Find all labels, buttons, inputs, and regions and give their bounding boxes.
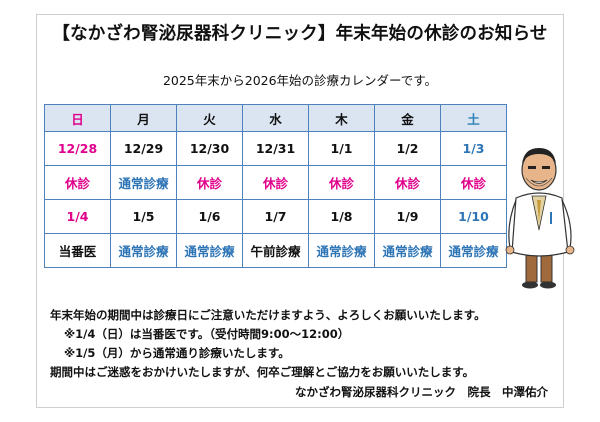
weekday-thu: 木 bbox=[308, 104, 375, 132]
notes-line-4: 期間中はご迷惑をおかけいたしますが、何卒ご理解とご協力をお願いいたします。 bbox=[50, 365, 475, 379]
weekday-fri: 金 bbox=[374, 104, 441, 132]
date-cell: 1/8 bbox=[308, 199, 375, 234]
notes-line-2: ※1/4（日）は当番医です。（受付時間9:00～12:00） bbox=[64, 327, 350, 341]
status-cell: 通常診療 bbox=[176, 233, 243, 268]
status-cell: 通常診療 bbox=[440, 233, 507, 268]
notes-line-3: ※1/5（月）から通常通り診療いたします。 bbox=[64, 346, 290, 360]
week1-date-row: 12/28 12/29 12/30 12/31 1/1 1/2 1/3 bbox=[44, 131, 507, 166]
date-cell: 1/3 bbox=[440, 131, 507, 166]
date-cell: 12/29 bbox=[110, 131, 177, 166]
weekday-sun: 日 bbox=[44, 104, 111, 132]
status-cell: 休診 bbox=[176, 165, 243, 200]
date-cell: 1/6 bbox=[176, 199, 243, 234]
date-cell: 1/4 bbox=[44, 199, 111, 234]
weekday-wed: 水 bbox=[242, 104, 309, 132]
date-cell: 1/9 bbox=[374, 199, 441, 234]
date-cell: 1/7 bbox=[242, 199, 309, 234]
weekday-tue: 火 bbox=[176, 104, 243, 132]
week2-date-row: 1/4 1/5 1/6 1/7 1/8 1/9 1/10 bbox=[44, 199, 507, 234]
status-cell: 通常診療 bbox=[110, 165, 177, 200]
week1-status-row: 休診 通常診療 休診 休診 休診 休診 休診 bbox=[44, 165, 507, 200]
status-cell: 通常診療 bbox=[374, 233, 441, 268]
notice-title: 【なかざわ腎泌尿器科クリニック】年末年始の休診のお知らせ bbox=[52, 24, 548, 44]
status-cell: 休診 bbox=[44, 165, 111, 200]
weekday-mon: 月 bbox=[110, 104, 177, 132]
status-cell: 通常診療 bbox=[110, 233, 177, 268]
date-cell: 12/31 bbox=[242, 131, 309, 166]
date-cell: 12/30 bbox=[176, 131, 243, 166]
weekday-sat: 土 bbox=[440, 104, 507, 132]
weekday-header-row: 日 月 火 水 木 金 土 bbox=[44, 104, 507, 132]
status-cell: 休診 bbox=[440, 165, 507, 200]
date-cell: 1/2 bbox=[374, 131, 441, 166]
notice-subtitle: 2025年末から2026年始の診療カレンダーです。 bbox=[162, 73, 438, 88]
status-cell: 通常診療 bbox=[308, 233, 375, 268]
week2-status-row: 当番医 通常診療 通常診療 午前診療 通常診療 通常診療 通常診療 bbox=[44, 233, 507, 268]
date-cell: 12/28 bbox=[44, 131, 111, 166]
status-cell: 休診 bbox=[308, 165, 375, 200]
holiday-calendar: 日 月 火 水 木 金 土 12/28 12/29 12/30 12/31 1/… bbox=[44, 104, 507, 268]
status-cell: 当番医 bbox=[44, 233, 111, 268]
notice-notes: 年末年始の期間中は診療日にご注意いただけますよう、よろしくお願いいたします。 ※… bbox=[50, 306, 486, 382]
status-cell: 休診 bbox=[242, 165, 309, 200]
status-cell: 休診 bbox=[374, 165, 441, 200]
status-cell: 午前診療 bbox=[242, 233, 309, 268]
clinic-signature: なかざわ腎泌尿器科クリニック 院長 中澤佑介 bbox=[295, 385, 548, 399]
date-cell: 1/5 bbox=[110, 199, 177, 234]
notes-line-1: 年末年始の期間中は診療日にご注意いただけますよう、よろしくお願いいたします。 bbox=[50, 308, 486, 322]
doctor-illustration bbox=[505, 148, 575, 289]
date-cell: 1/1 bbox=[308, 131, 375, 166]
date-cell: 1/10 bbox=[440, 199, 507, 234]
